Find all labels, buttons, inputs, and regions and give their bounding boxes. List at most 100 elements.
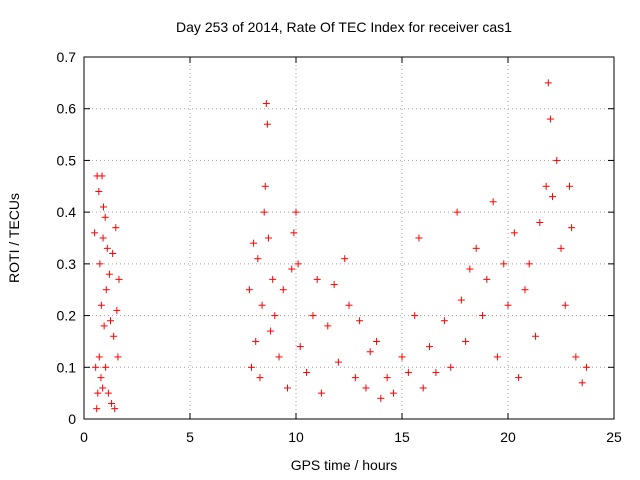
data-point (557, 244, 565, 252)
data-point (104, 389, 112, 397)
data-point (510, 229, 518, 237)
data-point (296, 343, 304, 351)
data-point (275, 353, 283, 361)
data-point (317, 389, 325, 397)
data-point (447, 363, 455, 371)
data-point (95, 353, 103, 361)
data-point (245, 286, 253, 294)
data-point (466, 265, 474, 273)
data-point (109, 250, 117, 258)
data-point (258, 301, 266, 309)
data-point (330, 281, 338, 289)
data-point (515, 374, 523, 382)
data-point (309, 312, 317, 320)
data-point (462, 337, 470, 345)
data-point (457, 296, 465, 304)
data-point (521, 286, 529, 294)
data-point (101, 213, 109, 221)
data-point (113, 306, 121, 314)
data-point (261, 182, 269, 190)
data-point (561, 301, 569, 309)
data-point (483, 275, 491, 283)
data-point (115, 275, 123, 283)
chart-title: Day 253 of 2014, Rate Of TEC Index for r… (176, 19, 512, 35)
data-point (288, 265, 296, 273)
data-point (351, 374, 359, 382)
data-point (95, 187, 103, 195)
data-point (432, 368, 440, 376)
data-point (426, 343, 434, 351)
data-point (479, 312, 487, 320)
data-point (92, 363, 100, 371)
data-point (114, 353, 122, 361)
data-point (549, 193, 557, 201)
data-point (565, 182, 573, 190)
data-point (398, 353, 406, 361)
y-tick-label: 0 (68, 411, 76, 427)
data-point (453, 208, 461, 216)
data-point (542, 182, 550, 190)
x-axis-label: GPS time / hours (291, 457, 398, 473)
y-tick-label: 0.4 (57, 204, 77, 220)
data-point (525, 260, 533, 268)
data-point (536, 218, 544, 226)
data-point (263, 120, 271, 128)
data-point (99, 384, 107, 392)
data-point (504, 301, 512, 309)
x-tick-label: 5 (186, 429, 194, 445)
data-point (262, 100, 270, 108)
plot-frame (83, 56, 615, 420)
x-tick-label: 10 (288, 429, 304, 445)
y-tick-label: 0.5 (57, 152, 77, 168)
data-point (415, 234, 423, 242)
data-point (313, 275, 321, 283)
data-point (103, 244, 111, 252)
data-point (94, 389, 102, 397)
data-point (356, 317, 364, 325)
data-points (91, 79, 590, 413)
data-point (544, 79, 552, 87)
data-point (290, 229, 298, 237)
data-point (102, 363, 110, 371)
data-point (553, 156, 561, 164)
data-point (303, 368, 311, 376)
data-point (493, 353, 501, 361)
y-tick-label: 0.6 (57, 101, 77, 117)
data-point (112, 224, 120, 232)
data-point (404, 368, 412, 376)
data-point (267, 327, 275, 335)
x-tick-label: 20 (500, 429, 516, 445)
data-point (390, 389, 398, 397)
data-point (260, 208, 268, 216)
data-point (99, 234, 107, 242)
data-point (250, 239, 258, 247)
data-point (100, 203, 108, 211)
data-point (345, 301, 353, 309)
data-point (568, 224, 576, 232)
grid-layer (84, 57, 614, 419)
data-point (279, 286, 287, 294)
axis-ticks: 0 5 10 15 20 25 0 0.1 0.2 0.3 0.4 0.5 0.6 0.7 (57, 49, 622, 445)
data-point (489, 198, 497, 206)
data-point (324, 322, 332, 330)
data-point (271, 312, 279, 320)
data-point (284, 384, 292, 392)
y-tick-label: 0.3 (57, 256, 77, 272)
data-point (110, 332, 118, 340)
data-point (264, 234, 272, 242)
data-point (578, 379, 586, 387)
data-point (411, 312, 419, 320)
data-point (97, 301, 105, 309)
data-point (254, 255, 262, 263)
data-point (105, 270, 113, 278)
data-point (252, 337, 260, 345)
y-tick-label: 0.2 (57, 308, 77, 324)
data-point (362, 384, 370, 392)
y-axis-label: ROTI / TECUs (6, 193, 22, 283)
y-tick-label: 0.1 (57, 359, 77, 375)
x-tick-label: 15 (394, 429, 410, 445)
data-point (292, 208, 300, 216)
data-point (108, 399, 116, 407)
data-point (440, 317, 448, 325)
